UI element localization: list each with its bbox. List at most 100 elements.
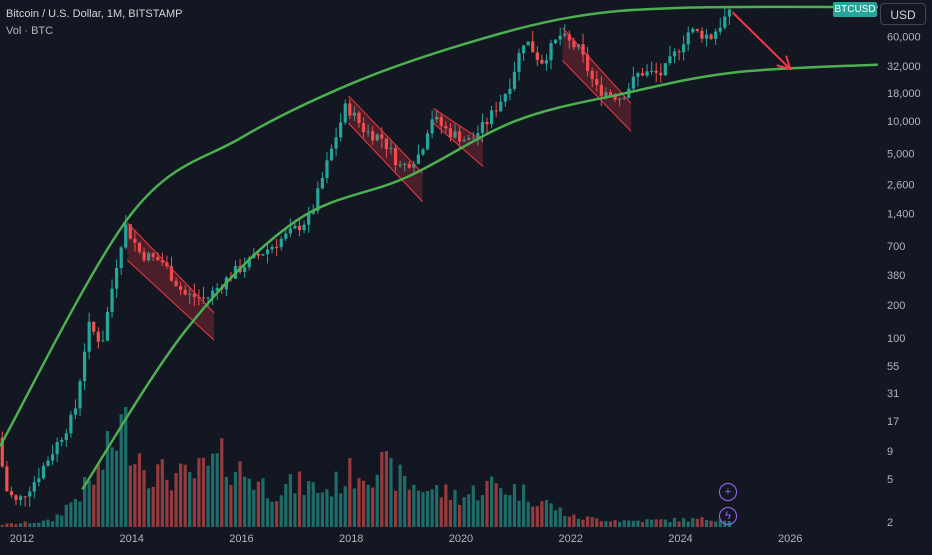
volume-bar <box>256 481 260 527</box>
y-tick-label: 55 <box>887 361 899 373</box>
candle-body <box>439 116 443 126</box>
y-tick-label: 31 <box>887 388 899 400</box>
candle-body <box>18 496 23 500</box>
candle-body <box>526 41 530 46</box>
candle-body <box>485 122 489 125</box>
volume-bar <box>453 489 457 527</box>
volume-bar <box>403 475 407 527</box>
volume-bar <box>64 504 68 527</box>
candle-body <box>137 242 142 252</box>
candle-body <box>695 28 699 31</box>
volume-bar <box>622 520 626 527</box>
volume-bar <box>444 484 448 527</box>
curve-layer <box>0 5 879 491</box>
volume-bar <box>407 489 411 527</box>
candle-body <box>302 224 306 231</box>
candle-body <box>201 297 206 299</box>
candle-body <box>544 60 549 64</box>
volume-bar <box>393 490 398 527</box>
candle-body <box>96 331 100 342</box>
volume-bar <box>576 518 581 527</box>
volume-bar <box>508 495 512 527</box>
candle-body <box>430 119 434 134</box>
currency-button[interactable]: USD <box>880 3 926 25</box>
volume-bar <box>270 501 274 527</box>
candle-body <box>586 54 590 71</box>
volume-bar <box>18 523 23 527</box>
volume-bar <box>238 461 242 527</box>
candle-body <box>512 71 517 89</box>
candle-body <box>480 122 485 134</box>
volume-bar <box>110 447 114 527</box>
volume-bar <box>60 515 64 527</box>
volume-bar <box>247 478 251 527</box>
candle-layer <box>0 7 731 507</box>
candle-body <box>179 286 183 290</box>
y-tick-label: 18,000 <box>887 88 921 100</box>
volume-bar <box>567 516 571 527</box>
candle-body <box>682 44 686 53</box>
candle-body <box>60 439 64 443</box>
volume-bar <box>517 500 521 527</box>
volume-bar <box>467 494 471 527</box>
volume-bar <box>448 499 453 527</box>
volume-bar <box>316 492 320 527</box>
volume-bar <box>147 488 151 527</box>
volume-bar <box>46 519 50 527</box>
candle-body <box>595 78 599 85</box>
volume-bar <box>284 483 288 527</box>
volume-bar <box>128 465 132 527</box>
candle-body <box>489 110 494 125</box>
volume-bar <box>590 517 594 527</box>
y-tick-label: 380 <box>887 270 905 282</box>
volume-bar <box>220 438 224 527</box>
candle-body <box>389 147 393 149</box>
volume-bar <box>197 457 201 527</box>
candle-body <box>215 288 219 291</box>
candle-body <box>192 293 196 297</box>
volume-bar <box>645 519 649 527</box>
volume-bar <box>288 474 292 527</box>
forecast-arrow-line <box>731 11 791 70</box>
candle-body <box>82 351 87 382</box>
volume-bar <box>480 495 485 527</box>
candle-body <box>535 52 539 60</box>
candle-body <box>243 267 247 272</box>
candle-body <box>311 210 315 214</box>
candle-body <box>700 30 704 39</box>
plus-circle-icon[interactable]: + <box>719 483 737 501</box>
y-axis[interactable]: 60,000 32,000 18,000 10,000 5,000 2,600 1,400 7… <box>887 31 921 529</box>
volume-bar <box>325 489 329 527</box>
candle-body <box>32 482 36 492</box>
volume-bar <box>174 472 178 527</box>
volume-bar <box>169 490 174 527</box>
candle-body <box>407 163 411 168</box>
candle-body <box>366 131 370 133</box>
candle-body <box>622 97 626 99</box>
candle-body <box>87 321 91 352</box>
candle-body <box>375 134 379 141</box>
lightning-icon[interactable]: ϟ <box>719 507 737 525</box>
candle-body <box>499 101 503 112</box>
volume-bar <box>389 458 393 527</box>
volume-bar <box>119 414 123 527</box>
candle-body <box>23 496 27 498</box>
candle-body <box>572 40 576 48</box>
volume-bar <box>297 471 302 527</box>
x-axis[interactable]: 2012 2014 2016 2018 2020 2022 2024 2026 <box>10 533 803 545</box>
candle-body <box>297 225 302 231</box>
volume-bar <box>371 487 375 527</box>
volume-bar <box>554 510 558 527</box>
volume-bar <box>348 458 352 527</box>
volume-bar <box>233 472 238 527</box>
volume-bar <box>224 476 228 527</box>
candle-body <box>380 134 384 139</box>
candle-body <box>293 225 297 229</box>
candle-body <box>156 256 160 261</box>
candle-body <box>704 34 709 39</box>
candle-body <box>686 32 690 45</box>
volume-bar <box>69 502 73 527</box>
candle-body <box>28 491 32 497</box>
